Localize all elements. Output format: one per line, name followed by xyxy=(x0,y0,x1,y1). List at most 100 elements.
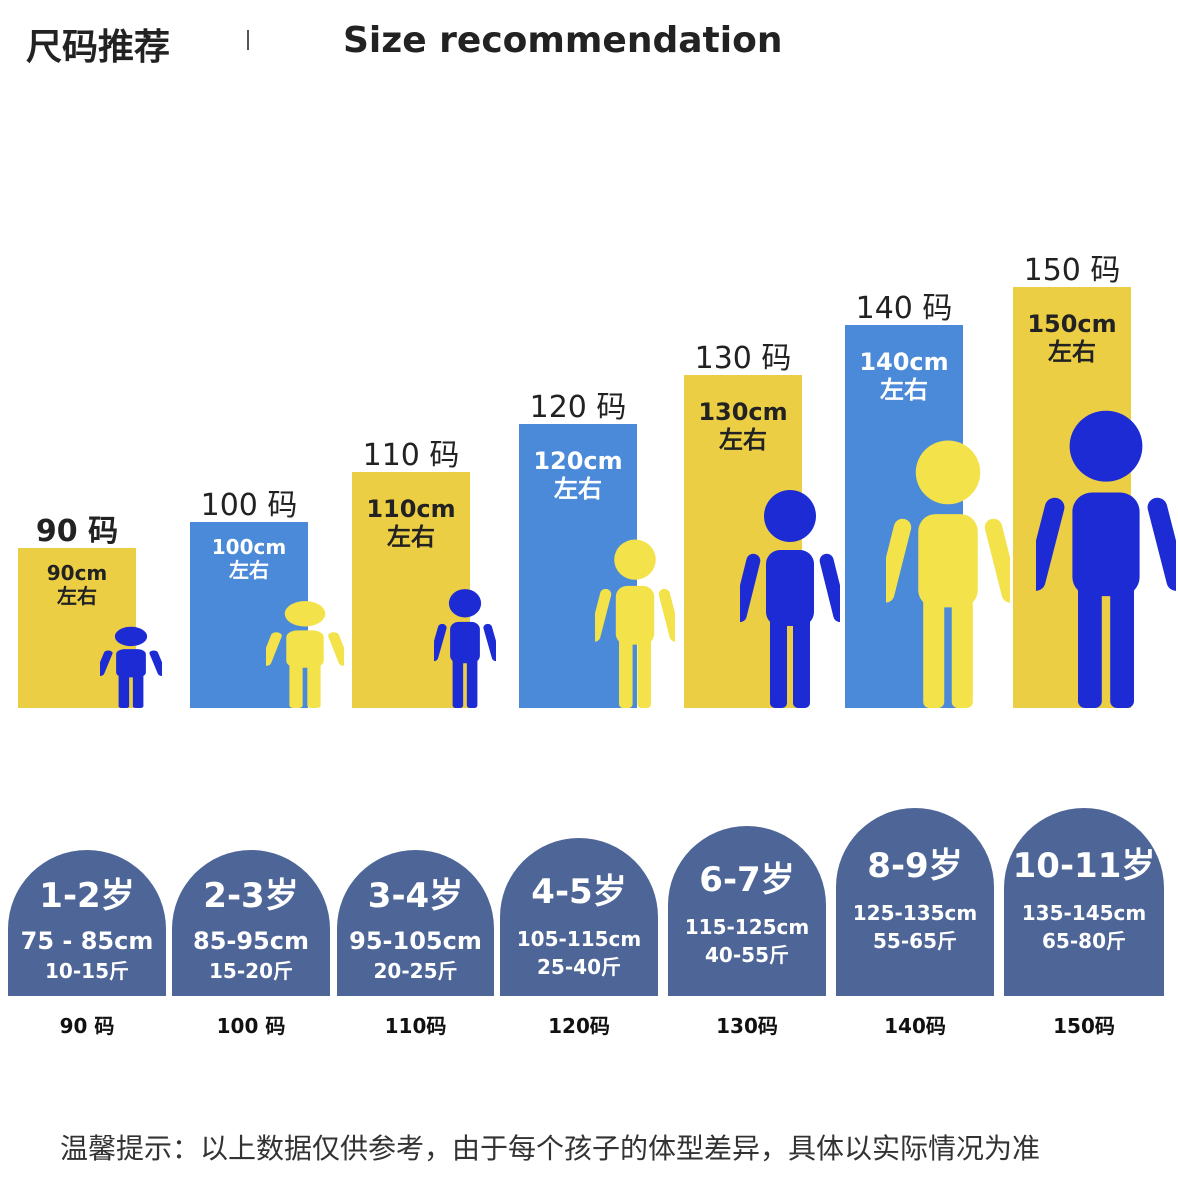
figure-left-leg xyxy=(923,592,945,708)
child-icon xyxy=(1025,410,1178,708)
child-figure xyxy=(429,588,501,712)
size-top-label: 140 码 xyxy=(855,291,953,326)
bar-height-value: 110cm xyxy=(366,495,456,523)
bar-height-approx: 左右 xyxy=(1048,337,1096,366)
figure-left-arm xyxy=(732,553,761,623)
footer-note: 温馨提示：以上数据仅供参考，由于每个孩子的体型差异，具体以实际情况为准 xyxy=(60,1132,1041,1165)
figure-torso xyxy=(450,621,480,664)
size-bottom-label: 100 码 xyxy=(216,1014,286,1038)
figure-torso xyxy=(615,585,655,645)
figure-left-leg xyxy=(289,661,303,708)
size-top-label: 150 码 xyxy=(1023,253,1121,288)
bar-height-text: 140cm 左右 xyxy=(845,348,963,404)
card-weight-range: 20-25斤 xyxy=(373,959,458,983)
figure-right-leg xyxy=(637,635,651,708)
bar-height-approx: 左右 xyxy=(554,474,602,503)
bar-height-text: 90cm 左右 xyxy=(18,562,136,608)
figure-head xyxy=(764,490,816,542)
bar-height-value: 150cm xyxy=(1027,310,1117,338)
figure-right-leg xyxy=(307,661,321,708)
figure-head xyxy=(614,539,656,580)
figure-right-arm xyxy=(658,588,681,642)
age-card: 8-9岁 125-135cm 55-65斤 xyxy=(836,808,994,996)
bar-height-text: 120cm 左右 xyxy=(519,447,637,503)
figure-right-arm xyxy=(1147,497,1178,591)
size-top-label: 100 码 xyxy=(200,488,298,523)
bar-height-value: 130cm xyxy=(698,398,788,426)
figure-right-leg xyxy=(132,672,144,708)
child-figure xyxy=(95,626,167,712)
figure-right-arm xyxy=(149,650,167,676)
size-bottom-label: 110码 xyxy=(384,1014,447,1038)
size-bottom-label: 90 码 xyxy=(59,1014,115,1038)
bar-height-text: 130cm 左右 xyxy=(684,398,802,454)
figure-right-leg xyxy=(1110,579,1134,708)
figure-torso xyxy=(116,649,146,678)
child-icon xyxy=(877,440,1019,708)
figure-left-leg xyxy=(452,656,464,708)
figure-left-arm xyxy=(429,623,447,662)
card-age: 3-4岁 xyxy=(367,876,464,916)
bar-height-value: 100cm xyxy=(211,535,287,559)
figure-torso xyxy=(766,550,814,626)
figure-head xyxy=(114,626,148,647)
card-height-range: 135-145cm xyxy=(1021,901,1147,925)
age-card: 10-11岁 135-145cm 65-80斤 xyxy=(1004,808,1164,996)
card-weight-range: 25-40斤 xyxy=(537,955,621,979)
card-weight-range: 65-80斤 xyxy=(1042,929,1126,953)
figure-left-arm xyxy=(589,588,612,642)
figure-torso xyxy=(1072,492,1140,597)
size-bottom-label: 150码 xyxy=(1053,1014,1115,1038)
figure-head xyxy=(284,600,326,627)
card-height-range: 75 - 85cm xyxy=(20,927,154,955)
figure-torso xyxy=(286,630,324,668)
size-top-label: 110 码 xyxy=(362,438,460,473)
bar-height-value: 120cm xyxy=(533,447,623,475)
bar-height-text: 150cm 左右 xyxy=(1013,310,1131,366)
bar-height-value: 140cm xyxy=(859,348,949,376)
card-height-range: 95-105cm xyxy=(349,927,482,955)
card-height-range: 85-95cm xyxy=(193,927,309,955)
figure-left-arm xyxy=(260,632,282,666)
header-divider xyxy=(247,30,249,50)
figure-right-leg xyxy=(793,614,810,708)
figure-left-arm xyxy=(1025,497,1065,591)
age-card: 6-7岁 115-125cm 40-55斤 xyxy=(668,826,826,996)
card-weight-range: 15-20斤 xyxy=(209,959,293,983)
bar-height-approx: 左右 xyxy=(57,584,97,608)
child-icon xyxy=(732,490,848,708)
age-card: 1-2岁 75 - 85cm 10-15斤 xyxy=(8,850,166,996)
child-icon xyxy=(95,626,167,708)
child-icon xyxy=(589,539,681,708)
figure-left-arm xyxy=(95,650,113,676)
card-age: 10-11岁 xyxy=(1012,846,1156,886)
figure-left-leg xyxy=(118,672,130,708)
child-icon xyxy=(429,589,501,708)
header-title-cn: 尺码推荐 xyxy=(26,27,171,68)
bar-height-approx: 左右 xyxy=(880,375,928,404)
figure-right-leg xyxy=(951,592,973,708)
bar-height-approx: 左右 xyxy=(229,558,269,582)
bar-height-approx: 左右 xyxy=(719,425,767,454)
card-weight-range: 55-65斤 xyxy=(873,929,957,953)
child-figure xyxy=(1025,408,1178,712)
figure-left-arm xyxy=(877,518,912,603)
figure-head xyxy=(915,440,981,505)
header-title-en: Size recommendation xyxy=(343,20,783,61)
figure-right-arm xyxy=(483,623,501,662)
child-figure xyxy=(877,438,1019,712)
figure-right-arm xyxy=(984,518,1019,603)
card-age: 6-7岁 xyxy=(699,860,795,900)
age-card: 3-4岁 95-105cm 20-25斤 xyxy=(337,850,494,996)
figure-left-leg xyxy=(1078,579,1102,708)
figure-left-leg xyxy=(619,635,633,708)
child-figure xyxy=(732,488,848,712)
figure-right-arm xyxy=(819,553,848,623)
card-height-range: 115-125cm xyxy=(684,915,810,939)
figure-head xyxy=(448,589,482,618)
child-icon xyxy=(260,600,350,708)
height-bar: 110cm 左右 xyxy=(352,472,470,708)
card-height-range: 105-115cm xyxy=(516,927,642,951)
size-bottom-label: 130码 xyxy=(716,1014,778,1038)
size-bottom-label: 120码 xyxy=(548,1014,610,1038)
